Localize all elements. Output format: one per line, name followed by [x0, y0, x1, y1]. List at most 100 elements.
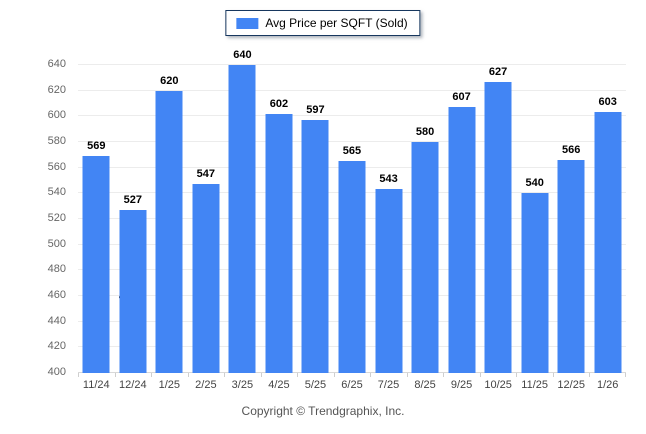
- bar-cell-12/24: 527 12/24: [114, 65, 152, 391]
- y-tick-label: 460: [47, 289, 66, 301]
- bar-value-label: 640: [233, 49, 252, 61]
- bar-cell-6/25: 565 6/25: [333, 65, 371, 391]
- x-tick-label: 11/25: [521, 379, 548, 391]
- axis-tick: [516, 373, 518, 377]
- bar-cell-10/25: 627 10/25: [479, 65, 517, 391]
- axis-tick: [224, 373, 226, 377]
- bar: [557, 159, 585, 373]
- bar-cell-7/25: 543 7/25: [370, 65, 407, 391]
- x-tick-label: 11/24: [82, 379, 110, 391]
- x-tick-label: 3/25: [231, 379, 254, 391]
- axis-tick: [78, 373, 79, 377]
- bar-value-label: 603: [598, 96, 617, 109]
- gridline-600: 600: [48, 109, 626, 121]
- axis-tick: [370, 373, 372, 377]
- axis-tick: [333, 373, 335, 377]
- x-tick-label: 1/26: [596, 379, 619, 391]
- bar-value-label: 602: [269, 97, 289, 110]
- y-tick-label: 580: [47, 135, 66, 147]
- axis-tick: [151, 373, 153, 377]
- y-tick-label: 540: [47, 186, 66, 199]
- axis-tick: [479, 373, 481, 377]
- x-tick-label: 5/25: [304, 379, 327, 391]
- bar: [594, 112, 622, 373]
- legend-swatch-icon: [236, 17, 259, 29]
- bar-cell-11/25: 540 11/25: [516, 65, 553, 391]
- plot-area: Avg. Price per SQ. FT. 40042044046048050…: [48, 49, 626, 391]
- bar: [228, 65, 256, 373]
- bar: [338, 161, 366, 373]
- axis-tick: [552, 373, 554, 377]
- bar-value-label: 620: [160, 74, 179, 87]
- bar-value-label: 527: [123, 194, 142, 207]
- y-tick-label: 420: [47, 340, 66, 353]
- axis-tick: [406, 373, 408, 377]
- bar-value-label: 627: [488, 65, 508, 78]
- x-tick-label: 2/25: [195, 379, 217, 391]
- bar-cell-2/25: 547 2/25: [187, 65, 225, 391]
- bar: [155, 90, 183, 373]
- bar: [521, 193, 549, 373]
- bar-cell-3/25: 640 3/25: [224, 49, 261, 391]
- bar-value-label: 540: [525, 177, 544, 190]
- bar: [448, 107, 476, 373]
- x-tick-label: 9/25: [450, 379, 473, 391]
- x-tick-label: 12/24: [119, 379, 147, 391]
- x-tick-label: 7/25: [377, 379, 400, 391]
- bar: [119, 210, 147, 373]
- y-tick-label: 520: [47, 212, 66, 224]
- bar-cell-11/24: 569 11/24: [78, 65, 115, 391]
- bar: [484, 81, 512, 373]
- x-tick-label: 4/25: [268, 379, 290, 391]
- y-tick-label: 560: [47, 160, 66, 173]
- bar-value-label: 597: [306, 104, 325, 117]
- bar: [265, 113, 293, 373]
- copyright-text: Copyright © Trendgraphix, Inc.: [241, 404, 405, 418]
- bar-cell-12/25: 566 12/25: [552, 65, 590, 391]
- y-tick-label: 480: [47, 263, 66, 276]
- y-tick-label: 600: [47, 109, 66, 122]
- bar-value-label: 566: [561, 143, 581, 156]
- axis-tick: [589, 373, 591, 377]
- bar-value-label: 565: [342, 145, 362, 158]
- axis-tick: [114, 373, 116, 377]
- axis-tick: [624, 373, 626, 377]
- y-tick-label: 620: [47, 83, 66, 96]
- bar-cell-1/25: 620 1/25: [151, 65, 188, 391]
- axis-tick: [187, 373, 189, 377]
- x-tick-label: 1/25: [158, 379, 181, 391]
- gridline-580: 580: [48, 135, 626, 147]
- bar-cell-9/25: 607 9/25: [443, 65, 480, 391]
- bar-value-label: 580: [415, 126, 435, 138]
- legend-label: Avg Price per SQFT (Sold): [265, 16, 408, 30]
- bar-value-label: 547: [196, 168, 216, 181]
- x-tick-label: 8/25: [414, 379, 436, 391]
- x-tick-label: 12/25: [557, 379, 585, 391]
- legend: Avg Price per SQFT (Sold): [225, 10, 421, 36]
- x-tick-label: 10/25: [484, 379, 512, 391]
- bar-value-label: 569: [87, 140, 106, 153]
- y-tick-label: 640: [47, 58, 66, 70]
- bar-cell-8/25: 580 8/25: [406, 65, 444, 391]
- bar-cell-4/25: 602 4/25: [260, 65, 298, 391]
- bars-layer: 569 11/24 527 12/24 620 1/25 547 2/25 640 3/25 602…: [78, 49, 626, 391]
- bar: [375, 189, 403, 373]
- axis-tick: [443, 373, 445, 377]
- bar: [192, 184, 220, 373]
- axis-tick: [297, 373, 299, 377]
- gridline-620: 620: [48, 84, 626, 96]
- axis-tick: [260, 373, 262, 377]
- bar: [301, 120, 329, 373]
- bar-cell-1/26: 603 1/26: [589, 65, 626, 391]
- gridline-640: 640: [48, 58, 626, 70]
- y-tick-label: 440: [47, 314, 66, 327]
- bar-value-label: 607: [452, 91, 471, 104]
- y-tick-label: 500: [47, 237, 66, 250]
- y-tick-label: 400: [47, 366, 66, 378]
- bar: [82, 156, 110, 373]
- bar-value-label: 543: [379, 173, 398, 186]
- x-tick-label: 6/25: [341, 379, 363, 391]
- bar-cell-5/25: 597 5/25: [297, 65, 334, 391]
- bar: [411, 142, 439, 373]
